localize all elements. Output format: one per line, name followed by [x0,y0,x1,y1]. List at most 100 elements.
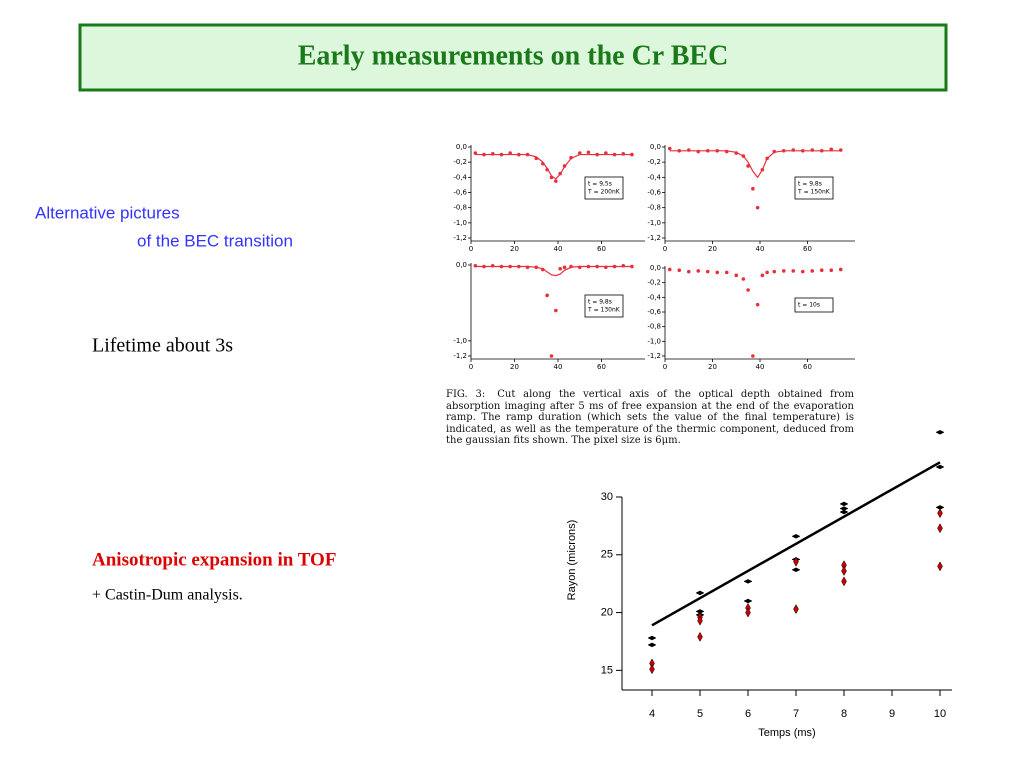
data-point [724,149,729,154]
data-point [558,266,562,271]
y-tick-label: -1,0 [453,219,467,227]
data-point [746,164,750,168]
data-point [647,642,657,648]
x-tick-label: 20 [708,363,717,371]
data-point [577,265,582,270]
data-point [838,148,843,152]
data-point [935,505,945,510]
figure-caption: FIG. 3: Cut along the vertical axis of th… [446,389,854,447]
data-point [604,151,608,155]
data-point [772,149,777,154]
data-point [558,171,562,176]
data-point [540,267,545,272]
data-point [819,268,824,273]
data-point [473,263,478,268]
fit-curve [475,153,632,180]
annotation: T = 130nK [587,307,621,314]
fit-line [651,461,941,627]
y-tick-label: -1,2 [453,234,467,242]
x-tick-label: 0 [469,363,473,371]
x-axis-label: Temps (ms) [758,727,815,739]
data-point [935,464,945,470]
data-point [621,152,626,156]
data-point [562,265,567,270]
data-point [793,604,799,615]
x-tick-label: 20 [510,245,519,253]
y-tick-label: 0,0 [456,143,467,151]
data-point [569,155,573,160]
annotation-box [584,294,624,318]
data-point [781,148,786,153]
text: Alternative pictures [35,203,180,222]
data-point [621,263,626,268]
x-tick-label: 5 [697,708,703,720]
data-point [577,151,582,155]
data-point [724,270,729,275]
data-point [482,152,486,157]
data-point [630,264,634,269]
data-point [697,631,703,642]
data-point [667,146,672,151]
y-tick-label: -0,4 [647,293,661,301]
data-point [612,152,617,157]
data-point [791,269,796,273]
data-point [695,590,705,596]
data-point [490,263,495,268]
fit-curve [669,150,841,179]
data-point [937,523,943,534]
x-tick-label: 40 [554,363,563,371]
data-point [525,152,530,157]
x-tick-label: 60 [597,363,606,371]
data-point [765,270,769,275]
x-tick-label: 7 [793,708,799,720]
data-point [791,148,796,152]
data-point [705,269,710,274]
data-point [667,267,672,272]
data-point [715,270,720,275]
data-point [677,148,682,153]
annotation-box [794,176,834,200]
annotation-box [584,176,624,200]
data-point [647,635,657,641]
data-point [743,598,753,604]
data-point [810,148,815,152]
y-tick-label: -0,8 [647,323,661,331]
x-tick-label: 60 [597,245,606,253]
y-tick-label: -1,2 [647,352,661,360]
data-point [612,264,617,269]
data-point [595,264,599,269]
x-tick-label: 9 [889,708,895,720]
y-tick-label: -1,0 [647,219,661,227]
data-point [760,273,765,278]
data-point [482,264,486,269]
annotation: T = 200nK [587,189,621,196]
data-point [545,167,549,172]
data-point [534,156,539,161]
data-point [800,148,805,153]
data-point [499,264,504,269]
data-point [751,354,755,358]
x-tick-label: 6 [745,708,751,720]
data-point [686,269,691,274]
y-tick-label: -1,0 [453,337,467,345]
y-tick-label: 0,0 [650,143,661,151]
data-point [937,561,943,572]
data-point [734,273,739,278]
data-point [499,152,504,157]
data-point [755,205,760,210]
data-point [743,579,753,584]
data-point [569,264,573,269]
data-point [746,288,750,292]
data-point [534,265,539,270]
data-point [715,148,720,153]
data-point [586,264,591,269]
data-point [819,148,824,153]
data-point [686,148,691,152]
x-tick-label: 20 [510,363,519,371]
data-point [791,567,801,573]
annotation-box [794,297,834,313]
data-point [705,148,710,153]
data-point [677,268,682,273]
data-point [838,267,843,272]
